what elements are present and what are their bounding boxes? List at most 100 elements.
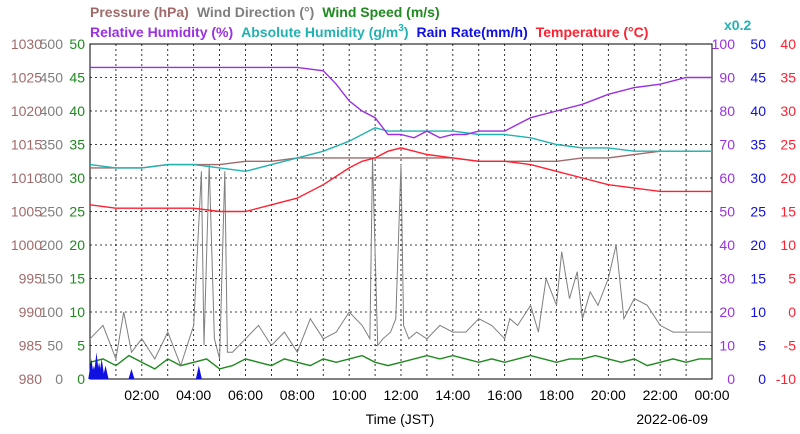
tick-label-temperature: -10 bbox=[776, 371, 796, 387]
tick-label-wind-direction: 100 bbox=[40, 304, 64, 320]
x-tick-label: 20:00 bbox=[591, 387, 626, 403]
tick-label-temperature: 40 bbox=[780, 36, 796, 52]
tick-label-wind-direction: 350 bbox=[40, 137, 64, 153]
tick-label-pressure: 995 bbox=[19, 271, 43, 287]
tick-label-rain-rate: 50 bbox=[750, 36, 766, 52]
tick-label-wind-direction: 200 bbox=[40, 237, 64, 253]
series-rain-rate-mm-h-mark bbox=[98, 358, 105, 379]
x-axis: 02:00 04:00 06:00 08:00 10:00 12:00 14:00 16:00… bbox=[124, 387, 729, 403]
tick-label-relative-humidity: 40 bbox=[719, 237, 735, 253]
tick-label-rain-rate: 30 bbox=[750, 170, 766, 186]
tick-label-pressure: 1020 bbox=[11, 103, 42, 119]
x-tick-label: 12:00 bbox=[383, 387, 418, 403]
x-tick-label: 18:00 bbox=[539, 387, 574, 403]
tick-label-pressure: 1010 bbox=[11, 170, 42, 186]
tick-label-rain-rate: 25 bbox=[750, 204, 766, 220]
tick-label-wind-direction: 250 bbox=[40, 204, 64, 220]
tick-label-temperature: 30 bbox=[780, 103, 796, 119]
tick-label-wind-direction: 400 bbox=[40, 103, 64, 119]
x-tick-label: 10:00 bbox=[332, 387, 367, 403]
x-tick-label: 16:00 bbox=[487, 387, 522, 403]
tick-label-relative-humidity: 50 bbox=[719, 204, 735, 220]
tick-label-pressure: 990 bbox=[19, 304, 43, 320]
legend-entry: Absolute Humidity (g/m bbox=[241, 24, 398, 40]
tick-label-wind-speed: 0 bbox=[77, 371, 85, 387]
right-axes: 1009080706050403020100504540353025201510… bbox=[712, 36, 797, 387]
tick-label-wind-speed: 40 bbox=[69, 103, 85, 119]
series-rain-rate-mm-h-mark bbox=[102, 365, 109, 379]
tick-label-temperature: 35 bbox=[780, 70, 796, 86]
tick-label-rain-rate: 0 bbox=[758, 371, 766, 387]
tick-label-wind-speed: 5 bbox=[77, 338, 85, 354]
tick-label-pressure: 1015 bbox=[11, 137, 42, 153]
tick-label-wind-direction: 50 bbox=[47, 338, 63, 354]
legend-superscript: 3 bbox=[398, 23, 404, 34]
tick-label-wind-speed: 20 bbox=[69, 237, 85, 253]
tick-label-rain-rate: 40 bbox=[750, 103, 766, 119]
tick-label-temperature: -5 bbox=[784, 338, 797, 354]
tick-label-pressure: 1030 bbox=[11, 36, 42, 52]
tick-label-relative-humidity: 10 bbox=[719, 338, 735, 354]
tick-label-wind-direction: 0 bbox=[55, 371, 63, 387]
series-rain-rate-mm-h-mark bbox=[128, 368, 135, 379]
tick-label-relative-humidity: 30 bbox=[719, 271, 735, 287]
tick-label-temperature: 0 bbox=[788, 304, 796, 320]
x-tick-label: 04:00 bbox=[176, 387, 211, 403]
tick-label-wind-speed: 10 bbox=[69, 304, 85, 320]
legend-entry: Wind Speed (m/s) bbox=[322, 4, 439, 20]
tick-label-temperature: 15 bbox=[780, 204, 796, 220]
series-layer bbox=[88, 66, 712, 379]
tick-label-wind-direction: 300 bbox=[40, 170, 64, 186]
tick-label-wind-direction: 500 bbox=[40, 36, 64, 52]
tick-label-wind-direction: 450 bbox=[40, 70, 64, 86]
chart-date: 2022-06-09 bbox=[636, 411, 708, 427]
tick-label-relative-humidity: 60 bbox=[719, 170, 735, 186]
tick-label-rain-rate: 20 bbox=[750, 237, 766, 253]
tick-label-relative-humidity: 70 bbox=[719, 137, 735, 153]
tick-label-temperature: 20 bbox=[780, 170, 796, 186]
tick-label-rain-rate: 15 bbox=[750, 271, 766, 287]
tick-label-pressure: 1005 bbox=[11, 204, 42, 220]
grid-lines bbox=[90, 44, 712, 379]
x-tick-label: 02:00 bbox=[124, 387, 159, 403]
legend-entry-tail: ) bbox=[404, 24, 409, 40]
tick-label-wind-speed: 25 bbox=[69, 204, 85, 220]
x-tick-label: 08:00 bbox=[280, 387, 315, 403]
series-absolute-humidity-g-m3 bbox=[89, 127, 712, 173]
tick-label-relative-humidity: 100 bbox=[712, 36, 736, 52]
tick-label-rain-rate: 35 bbox=[750, 137, 766, 153]
legend-entry: Pressure (hPa) bbox=[90, 4, 189, 20]
legend-row-1: Pressure (hPa) Wind Direction (°) Wind Spe… bbox=[90, 4, 440, 20]
tick-label-rain-rate: 10 bbox=[750, 304, 766, 320]
tick-label-relative-humidity: 20 bbox=[719, 304, 735, 320]
tick-label-wind-speed: 35 bbox=[69, 137, 85, 153]
series-relative-humidity bbox=[90, 66, 712, 139]
tick-label-wind-speed: 15 bbox=[69, 271, 85, 287]
tick-label-rain-rate: 45 bbox=[750, 70, 766, 86]
tick-label-relative-humidity: 80 bbox=[719, 103, 735, 119]
tick-label-wind-speed: 45 bbox=[69, 70, 85, 86]
tick-label-pressure: 1025 bbox=[11, 70, 42, 86]
tick-label-pressure: 980 bbox=[19, 371, 43, 387]
tick-label-relative-humidity: 90 bbox=[719, 70, 735, 86]
tick-label-pressure: 985 bbox=[19, 338, 43, 354]
tick-label-wind-direction: 150 bbox=[40, 271, 64, 287]
tick-label-relative-humidity: 0 bbox=[727, 371, 735, 387]
legend-entry: Temperature (°C) bbox=[536, 24, 649, 40]
legend-entry: Rain Rate(mm/h) bbox=[417, 24, 528, 40]
tick-label-pressure: 1000 bbox=[11, 237, 42, 253]
x-tick-label: 22:00 bbox=[643, 387, 678, 403]
x-axis-label: Time (JST) bbox=[366, 411, 435, 427]
series-rain-rate-mm-h-mark bbox=[195, 365, 202, 379]
legend-entry: Relative Humidity (%) bbox=[90, 24, 233, 40]
tick-label-temperature: 5 bbox=[788, 271, 796, 287]
x-tick-label: 14:00 bbox=[435, 387, 470, 403]
series-wind-speed-m-s bbox=[89, 354, 712, 370]
left-axes: 1030102510201015101010051000995990985980… bbox=[11, 36, 85, 387]
tick-label-temperature: 25 bbox=[780, 137, 796, 153]
scale-note: x0.2 bbox=[724, 17, 751, 33]
x-tick-label: 00:00 bbox=[694, 387, 729, 403]
series-temperature-c bbox=[89, 147, 712, 213]
series-wind-direction bbox=[89, 157, 712, 368]
